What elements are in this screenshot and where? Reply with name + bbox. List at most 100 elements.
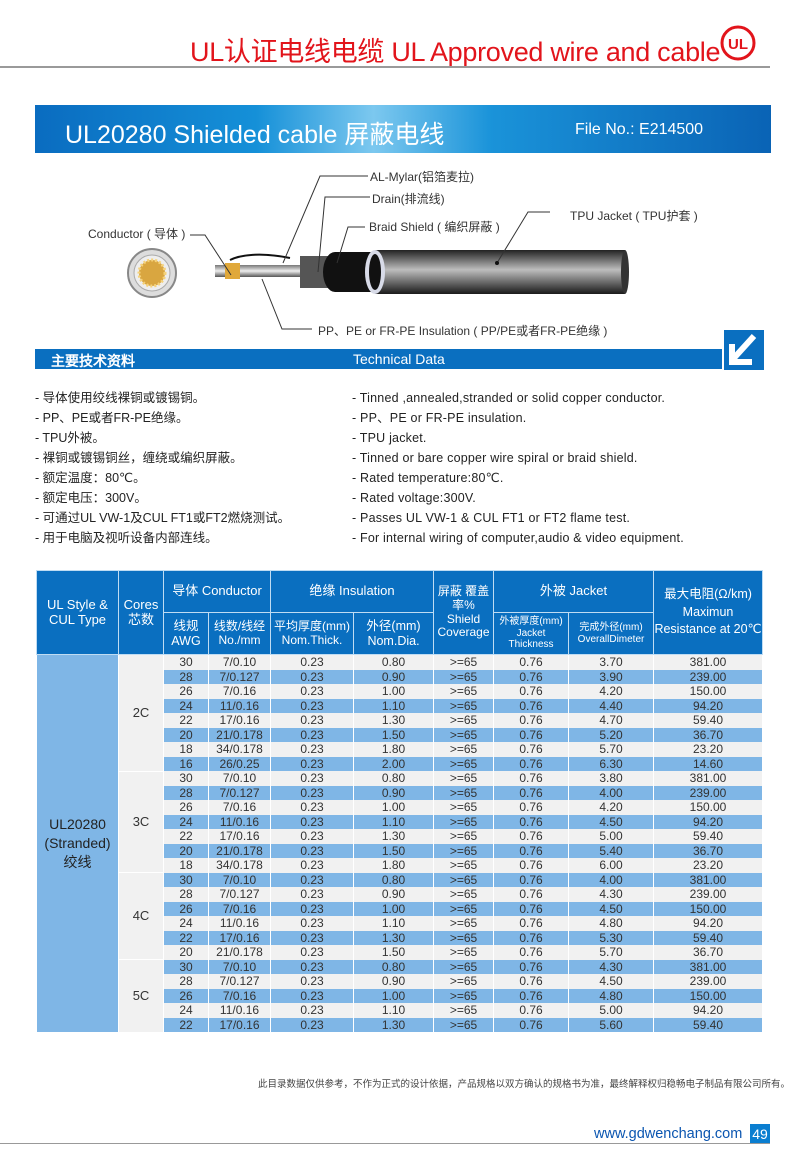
cell-overall-diameter: 4.80 — [568, 916, 655, 931]
cell-shield: >=65 — [433, 959, 495, 974]
product-title: UL20280 Shielded cable 屏蔽电线 — [65, 121, 445, 149]
spec-item-en: - Rated temperature:80℃. — [352, 471, 504, 485]
cell-nom-thick: 0.23 — [270, 988, 354, 1003]
spec-item-en: - Passes UL VW-1 & CUL FT1 or FT2 flame … — [352, 511, 631, 525]
cell-shield: >=65 — [433, 756, 495, 771]
table-row: 18 34/0.178 0.23 1.80 >=65 0.76 6.00 23.20 — [37, 858, 764, 873]
spec-item-cn: - 裸铜或镀锡铜丝，缠绕或编织屏蔽。 — [35, 451, 243, 465]
cell-jacket-thickness: 0.76 — [493, 945, 570, 960]
header-no-mm: 线数/线经 No./mm — [208, 612, 271, 655]
cell-resistance: 239.00 — [653, 785, 764, 800]
cell-overall-diameter: 3.90 — [568, 669, 655, 684]
cell-nom-thick: 0.23 — [270, 843, 354, 858]
cell-resistance: 150.00 — [653, 988, 764, 1003]
cell-nom-dia: 2.00 — [352, 756, 435, 771]
leader-lines — [190, 175, 550, 330]
cell-jacket-thickness: 0.76 — [493, 771, 570, 786]
cell-jacket-thickness: 0.76 — [493, 887, 570, 902]
cell-overall-diameter: 5.70 — [568, 742, 655, 757]
table-row: 28 7/0.127 0.23 0.90 >=65 0.76 4.30 239.00 — [37, 887, 764, 902]
cell-no-mm: 7/0.127 — [208, 887, 271, 902]
page-header-title: UL认证电线电缆 UL Approved wire and cable — [190, 37, 721, 67]
cell-awg: 30 — [163, 872, 209, 887]
cell-shield: >=65 — [433, 945, 495, 960]
cell-overall-diameter: 3.80 — [568, 771, 655, 786]
cell-resistance: 381.00 — [653, 771, 764, 786]
cable-side-view — [215, 250, 629, 294]
cell-resistance: 94.20 — [653, 1003, 764, 1018]
cell-nom-dia: 1.80 — [352, 858, 435, 873]
cell-awg: 28 — [163, 974, 209, 989]
cell-jacket-thickness: 0.76 — [493, 988, 570, 1003]
cell-awg: 30 — [163, 771, 209, 786]
cell-nom-dia: 0.90 — [352, 974, 435, 989]
cell-shield: >=65 — [433, 742, 495, 757]
cell-shield: >=65 — [433, 887, 495, 902]
label-tpu-jacket: TPU Jacket ( TPU护套 ) — [570, 209, 698, 223]
cell-nom-dia: 1.50 — [352, 945, 435, 960]
cell-shield: >=65 — [433, 785, 495, 800]
cell-nom-thick: 0.23 — [270, 872, 354, 887]
cell-overall-diameter: 4.20 — [568, 800, 655, 815]
cell-overall-diameter: 6.30 — [568, 756, 655, 771]
cell-nom-dia: 1.30 — [352, 1017, 435, 1032]
table-row: 16 26/0.25 0.23 2.00 >=65 0.76 6.30 14.60 — [37, 756, 764, 771]
spec-item-en: - Tinned ,annealed,stranded or solid cop… — [352, 391, 666, 405]
cell-resistance: 59.40 — [653, 1017, 764, 1032]
cell-shield: >=65 — [433, 814, 495, 829]
cell-nom-thick: 0.23 — [270, 901, 354, 916]
cell-awg: 26 — [163, 901, 209, 916]
table-row: 26 7/0.16 0.23 1.00 >=65 0.76 4.20 150.00 — [37, 800, 764, 815]
cell-awg: 26 — [163, 684, 209, 699]
cell-nom-dia: 0.80 — [352, 959, 435, 974]
cell-jacket-thickness: 0.76 — [493, 669, 570, 684]
cell-no-mm: 11/0.16 — [208, 814, 271, 829]
cell-nom-dia: 0.90 — [352, 669, 435, 684]
cell-shield: >=65 — [433, 1017, 495, 1032]
cell-shield: >=65 — [433, 698, 495, 713]
cell-no-mm: 7/0.16 — [208, 988, 271, 1003]
cell-no-mm: 17/0.16 — [208, 829, 271, 844]
cell-nom-dia: 1.30 — [352, 829, 435, 844]
spec-item-cn: - 用于电脑及视听设备内部连线。 — [35, 531, 218, 545]
cell-awg: 24 — [163, 1003, 209, 1018]
cell-nom-thick: 0.23 — [270, 742, 354, 757]
cell-nom-dia: 1.10 — [352, 916, 435, 931]
cell-no-mm: 11/0.16 — [208, 1003, 271, 1018]
spec-list-cn: - 导体使用绞线裸铜或镀锡铜。 - PP、PE或者FR-PE绝缘。 - TPU外… — [35, 388, 290, 548]
cell-nom-dia: 1.00 — [352, 988, 435, 1003]
cell-jacket-thickness: 0.76 — [493, 684, 570, 699]
svg-text:UL: UL — [728, 36, 748, 53]
cell-awg: 18 — [163, 858, 209, 873]
cell-nom-thick: 0.23 — [270, 974, 354, 989]
cell-shield: >=65 — [433, 669, 495, 684]
cell-overall-diameter: 5.00 — [568, 829, 655, 844]
cell-resistance: 381.00 — [653, 872, 764, 887]
cell-awg: 16 — [163, 756, 209, 771]
cell-nom-thick: 0.23 — [270, 785, 354, 800]
header-cores: Cores 芯数 — [118, 570, 164, 655]
cell-no-mm: 21/0.178 — [208, 945, 271, 960]
table-row: 20 21/0.178 0.23 1.50 >=65 0.76 5.20 36.70 — [37, 727, 764, 742]
cell-jacket-thickness: 0.76 — [493, 727, 570, 742]
table-row: 22 17/0.16 0.23 1.30 >=65 0.76 5.60 59.40 — [37, 1017, 764, 1032]
cell-nom-thick: 0.23 — [270, 684, 354, 699]
header-style: UL Style & CUL Type — [36, 570, 119, 655]
cell-overall-diameter: 4.30 — [568, 887, 655, 902]
cell-overall-diameter: 6.00 — [568, 858, 655, 873]
cell-no-mm: 7/0.16 — [208, 800, 271, 815]
cell-nom-dia: 1.50 — [352, 727, 435, 742]
cell-resistance: 239.00 — [653, 669, 764, 684]
table-row: 20 21/0.178 0.23 1.50 >=65 0.76 5.40 36.70 — [37, 843, 764, 858]
label-drain: Drain(排流线) — [372, 192, 445, 206]
cell-jacket-thickness: 0.76 — [493, 1003, 570, 1018]
cell-nom-dia: 0.90 — [352, 887, 435, 902]
table-row: 24 11/0.16 0.23 1.10 >=65 0.76 4.40 94.20 — [37, 698, 764, 713]
spec-item-en: - TPU jacket. — [352, 431, 427, 445]
header-nom-thick: 平均厚度(mm) Nom.Thick. — [270, 612, 354, 655]
cell-overall-diameter: 4.30 — [568, 959, 655, 974]
website-link[interactable]: www.gdwenchang.com — [594, 1126, 743, 1142]
cell-jacket-thickness: 0.76 — [493, 843, 570, 858]
label-insulation: PP、PE or FR-PE Insulation ( PP/PE或者FR-PE… — [318, 324, 608, 338]
